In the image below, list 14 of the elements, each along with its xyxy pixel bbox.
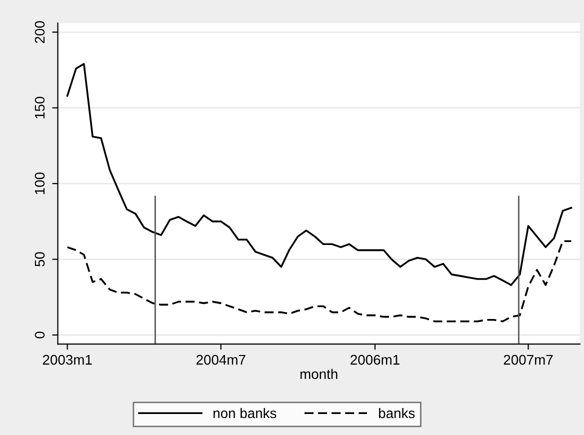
x-tick-label: 2006m1 <box>350 354 400 365</box>
y-tick-label: 150 <box>34 96 45 118</box>
line-series <box>66 240 572 322</box>
x-tick-label: 2007m7 <box>504 354 553 365</box>
x-axis-title: month <box>300 368 338 380</box>
y-tick-label: 0 <box>34 332 45 338</box>
line-series <box>66 63 572 286</box>
y-tick-label: 200 <box>34 21 45 44</box>
legend-label: non banks <box>214 408 276 418</box>
x-tick-label: 2003m1 <box>42 354 92 365</box>
y-tick-label: 100 <box>34 172 45 194</box>
legend-label: banks <box>379 408 415 418</box>
y-tick-label: 50 <box>34 252 45 266</box>
x-tick-label: 2004m7 <box>196 354 246 365</box>
